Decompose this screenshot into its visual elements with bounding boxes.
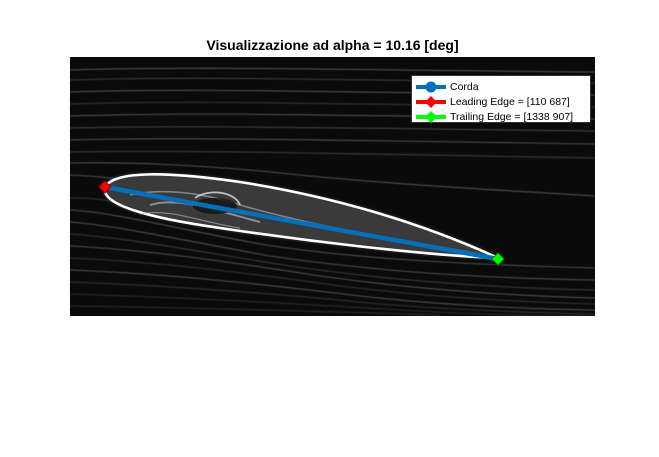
trailing-edge-diamond-icon [416,111,446,123]
chord-line [102,184,501,262]
leading-edge-diamond-icon [416,96,446,108]
flow-photo [70,57,595,316]
streaklines [70,67,595,316]
legend-label-corda: Corda [450,81,479,93]
legend-entry-corda: Corda [412,79,479,95]
legend-label-trailing-edge: Trailing Edge = [1338 907] [450,111,574,123]
trailing-edge-marker [491,252,505,266]
legend: Corda Leading Edge = [110 687] Trailing … [411,75,591,123]
figure-title: Visualizzazione ad alpha = 10.16 [deg] [206,37,459,53]
leading-edge-marker [98,180,112,194]
legend-entry-leading-edge: Leading Edge = [110 687] [412,94,570,110]
legend-entry-trailing-edge: Trailing Edge = [1338 907] [412,109,573,125]
legend-label-leading-edge: Leading Edge = [110 687] [450,96,570,108]
corda-line-circle-icon [416,81,446,93]
